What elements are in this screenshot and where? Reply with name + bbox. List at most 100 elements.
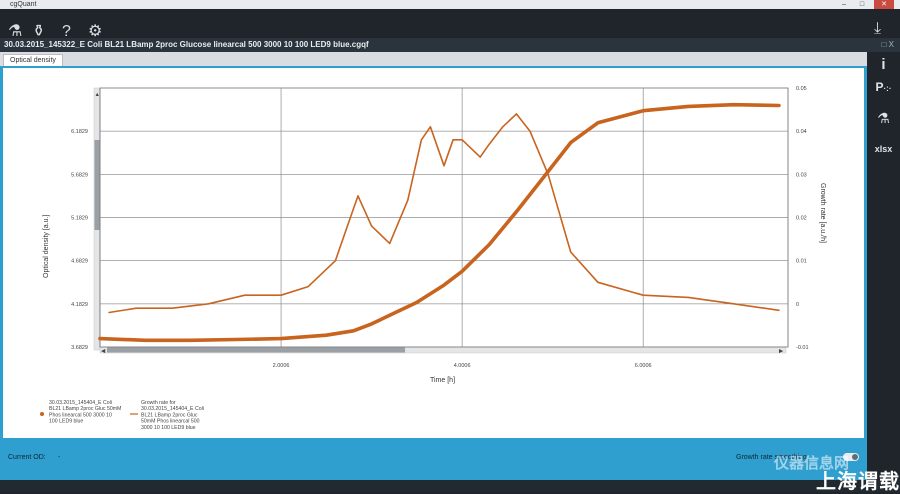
growth-rate-point <box>570 251 572 253</box>
growth-rate-point <box>461 139 463 141</box>
growth-rate-point <box>642 294 644 296</box>
info-icon[interactable]: i <box>881 56 886 73</box>
growth-rate-point <box>687 296 690 298</box>
growth-rate-point <box>733 303 735 305</box>
growth-rate-point <box>479 156 481 158</box>
y2-tick-label: -0.01 <box>796 345 809 351</box>
growth-rate-smoothing-label: Growth rate smoothing <box>736 454 807 461</box>
growth-rate-point <box>429 126 432 128</box>
scroll-right-arrow[interactable]: ▶ <box>779 349 784 355</box>
add-measurement-icon[interactable]: ⚗ <box>8 23 23 40</box>
growth-rate-smoothing-toggle[interactable] <box>843 453 859 461</box>
legend-entry-0: 30.03.2015_145404_E Coli BL21 LBamp 2proc… <box>49 400 121 425</box>
growth-rate-point <box>348 221 350 223</box>
growth-rate-point <box>515 113 518 115</box>
current-od-label: Current OD: <box>8 454 46 461</box>
optical-density-point <box>189 338 192 342</box>
main-toolbar: ⚗ ⚱ ? ⚙ ⤓ <box>0 9 900 40</box>
growth-rate-point <box>334 260 336 262</box>
growth-rate-point <box>280 294 282 296</box>
growth-rate-point <box>778 309 780 311</box>
scatter-plot-icon[interactable]: P·:· <box>875 80 892 94</box>
export-icon[interactable]: ⤓ <box>874 20 882 37</box>
y-axis-label: Optical density [a.u.] <box>43 215 50 278</box>
optical-density-point <box>542 175 545 179</box>
y-tick-label: 4.1829 <box>71 302 88 308</box>
y-tick-label: 3.6829 <box>71 345 88 351</box>
optical-density-point <box>234 338 238 341</box>
growth-rate-point <box>502 126 504 128</box>
growth-rate-point <box>208 303 210 305</box>
optical-density-point <box>442 283 446 287</box>
growth-rate-point <box>307 285 309 288</box>
optical-density-point <box>352 329 355 333</box>
help-icon[interactable]: ? <box>62 23 71 40</box>
chart-panel: ▲ ◀ ▶ 3.6829 4.1829 4.6829 5.1829 5.6829 6.18… <box>3 68 864 438</box>
y2-axis-ticks: -0.01 0 0.01 0.02 0.03 0.04 0.05 <box>796 86 809 351</box>
optical-density-point <box>370 322 373 326</box>
y2-axis-label: Growth rate [a.u./h] <box>819 183 826 243</box>
scatter-plot-label: P <box>875 80 884 94</box>
legend: 30.03.2015_145404_E Coli BL21 LBamp 2proc… <box>40 400 204 431</box>
y-tick-label: 6.1829 <box>71 129 88 135</box>
x-tick-label: 4.0006 <box>454 363 471 369</box>
close-button[interactable]: ✕ <box>874 0 894 9</box>
settings-gears-icon[interactable]: ⚙ <box>88 23 103 40</box>
current-od-value: - <box>58 454 61 461</box>
file-header: 30.03.2015_145322_E Coli BL21 LBamp 2pro… <box>0 38 900 52</box>
maximize-button[interactable]: □ <box>859 1 865 8</box>
legend-entry-1: Growth rate for 30.03.2015_145404_E Coli B… <box>141 400 204 431</box>
growth-rate-point <box>547 173 549 175</box>
vertical-scrollbar[interactable]: ▲ <box>93 87 101 351</box>
optical-density-point <box>279 337 283 341</box>
watermark: 仪器信息网 上海谓载 <box>760 452 900 493</box>
scroll-left-arrow[interactable]: ◀ <box>101 349 106 355</box>
flask-icon[interactable]: ⚗ <box>877 110 890 126</box>
flask-icon[interactable]: ⚱ <box>32 23 46 40</box>
y-axis-ticks: 3.6829 4.1829 4.6829 5.1829 5.6829 6.1829 <box>71 129 88 351</box>
optical-density-point <box>98 337 102 341</box>
status-bar: Current OD: - Growth rate smoothing <box>0 438 867 480</box>
x-axis-label: Time [h] <box>430 377 455 384</box>
excel-export-icon[interactable]: xlsx <box>874 144 893 154</box>
growth-rate-point <box>357 195 359 197</box>
growth-rate-line <box>108 113 780 314</box>
window-title-bar: cgQuant – □ ✕ <box>0 0 900 9</box>
y2-tick-label: 0.05 <box>796 86 807 92</box>
tab-optical-density[interactable]: Optical density <box>3 54 63 67</box>
scroll-up-arrow[interactable]: ▲ <box>95 92 100 98</box>
optical-density-point <box>143 338 147 342</box>
minimize-button[interactable]: – <box>842 1 846 8</box>
series-layer <box>98 102 781 343</box>
optical-density-point <box>324 333 328 337</box>
window-title: cgQuant <box>10 1 37 8</box>
y2-tick-label: 0.04 <box>796 129 807 135</box>
y2-tick-label: 0.01 <box>796 259 807 265</box>
growth-rate-point <box>529 130 531 132</box>
optical-density-point <box>641 109 645 113</box>
optical-density-point <box>415 300 419 304</box>
optical-density-point <box>515 210 518 214</box>
y2-tick-label: 0.02 <box>796 216 807 222</box>
growth-rate-point <box>244 294 246 296</box>
optical-density-point <box>777 104 781 107</box>
growth-rate-point <box>370 225 373 227</box>
toggle-knob <box>852 454 858 460</box>
optical-density-point <box>596 121 600 125</box>
x-tick-label: 6.0006 <box>635 363 652 369</box>
optical-density-chart: ▲ ◀ ▶ 3.6829 4.1829 4.6829 5.1829 5.6829 6.18… <box>40 86 826 431</box>
growth-rate-point <box>135 307 137 309</box>
optical-density-point <box>460 269 464 273</box>
optical-density-point <box>487 243 491 246</box>
tab-strip: Optical density <box>0 52 867 67</box>
x-tick-label: 2.0006 <box>273 363 290 369</box>
growth-rate-point <box>171 307 174 309</box>
file-window-controls[interactable]: □ X <box>881 40 894 49</box>
horizontal-scrollbar[interactable]: ◀ ▶ <box>99 346 787 355</box>
y-tick-label: 5.1829 <box>71 216 88 222</box>
growth-rate-point <box>597 281 599 283</box>
x-axis-ticks: 2.0006 4.0006 6.0006 <box>273 363 652 369</box>
growth-rate-point <box>108 311 110 314</box>
growth-rate-point <box>443 165 445 167</box>
watermark-text: 仪器信息网 <box>774 455 850 472</box>
